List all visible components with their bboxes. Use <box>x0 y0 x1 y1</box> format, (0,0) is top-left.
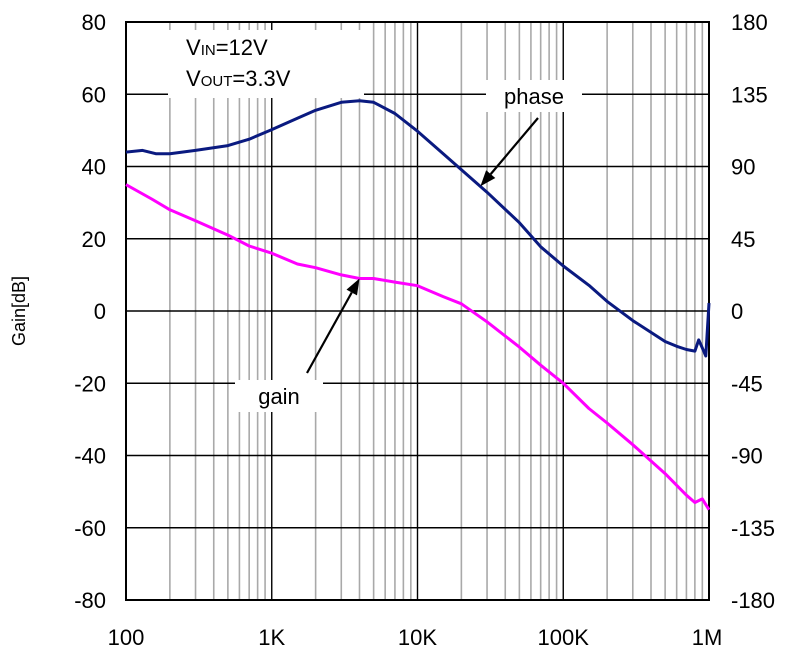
annotation-arrow-shaft <box>306 291 353 374</box>
y-tick-label: 80 <box>82 10 106 35</box>
annotation-gain: gain <box>235 278 360 412</box>
y2-tick-label: 0 <box>731 299 743 324</box>
operating-conditions: VIN=12V VOUT=3.3V <box>168 30 364 98</box>
vin-condition: VIN=12V <box>186 35 268 60</box>
series-layer <box>125 99 711 511</box>
annotation-arrow-head <box>346 278 360 296</box>
series-line-phase <box>125 99 711 358</box>
annotation-arrow-shaft <box>489 117 539 175</box>
x-tick-label: 100 <box>108 625 145 650</box>
y2-tick-label: 180 <box>731 10 768 35</box>
y-tick-label: -20 <box>74 371 106 396</box>
annotation-label-bg <box>486 80 582 112</box>
annotations: phase gain <box>235 80 582 412</box>
annotation-phase: phase <box>480 80 582 187</box>
series-line-gain <box>125 183 711 511</box>
annotation-text-gain: gain <box>258 384 300 409</box>
x-tick-label: 1K <box>258 625 285 650</box>
annotation-label-bg <box>235 380 323 412</box>
axes: 80 60 40 20 0 -20 -40 -60 -80 180 135 90 45 0 -45 -90 -1… <box>74 10 775 650</box>
x-tick-label: 10K <box>398 625 437 650</box>
y2-tick-label: 135 <box>731 82 768 107</box>
y-tick-label: 20 <box>82 227 106 252</box>
annotation-arrow-head <box>480 170 496 187</box>
y-tick-label: -60 <box>74 516 106 541</box>
y-axis-title: Gain[dB] <box>9 276 29 346</box>
y-tick-label: 0 <box>94 299 106 324</box>
y2-tick-label: -180 <box>731 588 775 613</box>
y2-tick-label: -135 <box>731 516 775 541</box>
annotation-text-phase: phase <box>504 84 564 109</box>
y2-tick-label: -45 <box>731 371 763 396</box>
y2-tick-label: -90 <box>731 444 763 469</box>
x-tick-label: 100K <box>538 625 590 650</box>
vout-condition: VOUT=3.3V <box>186 66 291 91</box>
x-tick-label: 1M <box>692 625 723 650</box>
y-tick-label: 60 <box>82 82 106 107</box>
y-tick-label: -40 <box>74 444 106 469</box>
y2-tick-label: 90 <box>731 155 755 180</box>
conditions-background <box>168 30 364 98</box>
y-tick-label: 40 <box>82 155 106 180</box>
y-tick-label: -80 <box>74 588 106 613</box>
y2-tick-label: 45 <box>731 227 755 252</box>
